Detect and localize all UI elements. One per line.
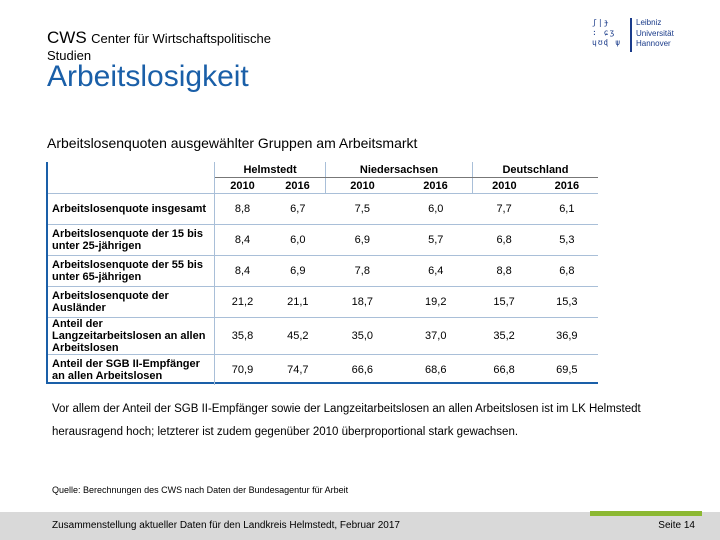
logo-line-1: Leibniz (636, 18, 662, 27)
table-cell: 21,2 (214, 286, 271, 318)
org-name-line2: Studien (47, 48, 92, 64)
table-cell: 66,6 (325, 354, 400, 385)
row-label: Anteil der Langzeitarbeitslosen an allen… (48, 317, 215, 355)
table-row: Arbeitslosenquote insgesamt 8,8 6,7 7,5 … (48, 193, 598, 225)
table-cell: 8,4 (214, 255, 271, 287)
table-cell: 5,3 (535, 224, 598, 256)
organization-header: CWS Center für Wirtschaftspolitische Stu… (47, 28, 271, 64)
table-cell: 74,7 (270, 354, 326, 385)
table-cell: 21,1 (270, 286, 326, 318)
row-label: Arbeitslosenquote der 55 bis unter 65-jä… (48, 255, 215, 287)
org-name: Center für Wirtschaftspolitische (91, 31, 272, 46)
row-label: Arbeitslosenquote der 15 bis unter 25-jä… (48, 224, 215, 256)
footer-text: Zusammenstellung aktueller Daten für den… (52, 520, 400, 531)
corner-cell (48, 162, 215, 178)
row-label: Arbeitslosenquote insgesamt (48, 193, 215, 225)
data-table-container: Helmstedt Niedersachsen Deutschland 2010… (46, 162, 598, 385)
page-number: Seite 14 (658, 520, 695, 531)
table-row: Arbeitslosenquote der 15 bis unter 25-jä… (48, 224, 598, 256)
table-cell: 8,8 (214, 193, 271, 225)
table-cell: 35,8 (214, 317, 271, 355)
footer-accent-bar (590, 511, 702, 516)
table-cell: 6,1 (535, 193, 598, 225)
logo-line-2: Universität (636, 28, 674, 38)
table-cell: 6,7 (270, 193, 326, 225)
row-label: Anteil der SGB II-Empfänger an allen Arb… (48, 354, 215, 385)
table-cell: 35,0 (325, 317, 400, 355)
logo-line-3: Hannover (636, 39, 671, 48)
year-header: 2010 (214, 177, 271, 194)
table-cell: 7,5 (325, 193, 400, 225)
table-cell: 6,9 (325, 224, 400, 256)
table-cell: 6,0 (270, 224, 326, 256)
table-cell: 7,8 (325, 255, 400, 287)
corner-cell (48, 177, 215, 194)
table-cell: 7,7 (472, 193, 536, 225)
source-caption: Quelle: Berechnungen des CWS nach Daten … (52, 485, 349, 495)
table-row: Anteil der Langzeitarbeitslosen an allen… (48, 317, 598, 355)
table-cell: 6,8 (535, 255, 598, 287)
table-cell: 35,2 (472, 317, 536, 355)
group-header: Deutschland (472, 162, 598, 178)
table-cell: 68,6 (399, 354, 473, 385)
logo-divider (630, 18, 632, 52)
table-cell: 6,0 (399, 193, 473, 225)
page-title: Arbeitslosigkeit (47, 60, 249, 93)
table-cell: 6,9 (270, 255, 326, 287)
logo-text: Leibniz Universität Hannover (636, 18, 674, 50)
table-cell: 18,7 (325, 286, 400, 318)
year-header: 2010 (325, 177, 400, 194)
footer-bar (0, 512, 720, 540)
year-header: 2016 (285, 179, 310, 192)
table-cell: 70,9 (214, 354, 271, 385)
table-cell: 45,2 (270, 317, 326, 355)
unemployment-table: Helmstedt Niedersachsen Deutschland 2010… (48, 162, 598, 385)
table-row: Arbeitslosenquote der 55 bis unter 65-jä… (48, 255, 598, 287)
summary-note: Vor allem der Anteil der SGB II-Empfänge… (52, 403, 641, 438)
year-header: 2016 (554, 179, 580, 192)
table-cell: 69,5 (535, 354, 598, 385)
table-cell: 15,3 (535, 286, 598, 318)
logo-mark-text: ʃ|ɟ : ɕʒ ɥʊɖ ψ (592, 18, 622, 47)
table-row: Arbeitslosenquote der Ausländer 21,2 21,… (48, 286, 598, 318)
table-cell: 66,8 (472, 354, 536, 385)
table-subtitle: Arbeitslosenquoten ausgewählter Gruppen … (47, 135, 418, 151)
table-row: Anteil der SGB II-Empfänger an allen Arb… (48, 354, 598, 385)
university-logo: ʃ|ɟ : ɕʒ ɥʊɖ ψ Leibniz Universität Hanno… (592, 18, 678, 52)
logo-mark-icon: ʃ|ɟ : ɕʒ ɥʊɖ ψ (592, 18, 626, 52)
table-cell: 36,9 (535, 317, 598, 355)
table-cell: 8,4 (214, 224, 271, 256)
table-cell: 6,4 (399, 255, 473, 287)
group-header: Niedersachsen (325, 162, 473, 178)
org-abbreviation: CWS (47, 28, 87, 47)
table-cell: 37,0 (399, 317, 473, 355)
group-header: Helmstedt (213, 162, 326, 178)
table-cell: 19,2 (399, 286, 473, 318)
row-label: Arbeitslosenquote der Ausländer (48, 286, 215, 318)
year-header: 2016 (423, 179, 448, 192)
year-header: 2010 (471, 177, 536, 194)
table-cell: 6,8 (472, 224, 536, 256)
table-cell: 5,7 (399, 224, 473, 256)
table-cell: 8,8 (472, 255, 536, 287)
table-cell: 15,7 (472, 286, 536, 318)
